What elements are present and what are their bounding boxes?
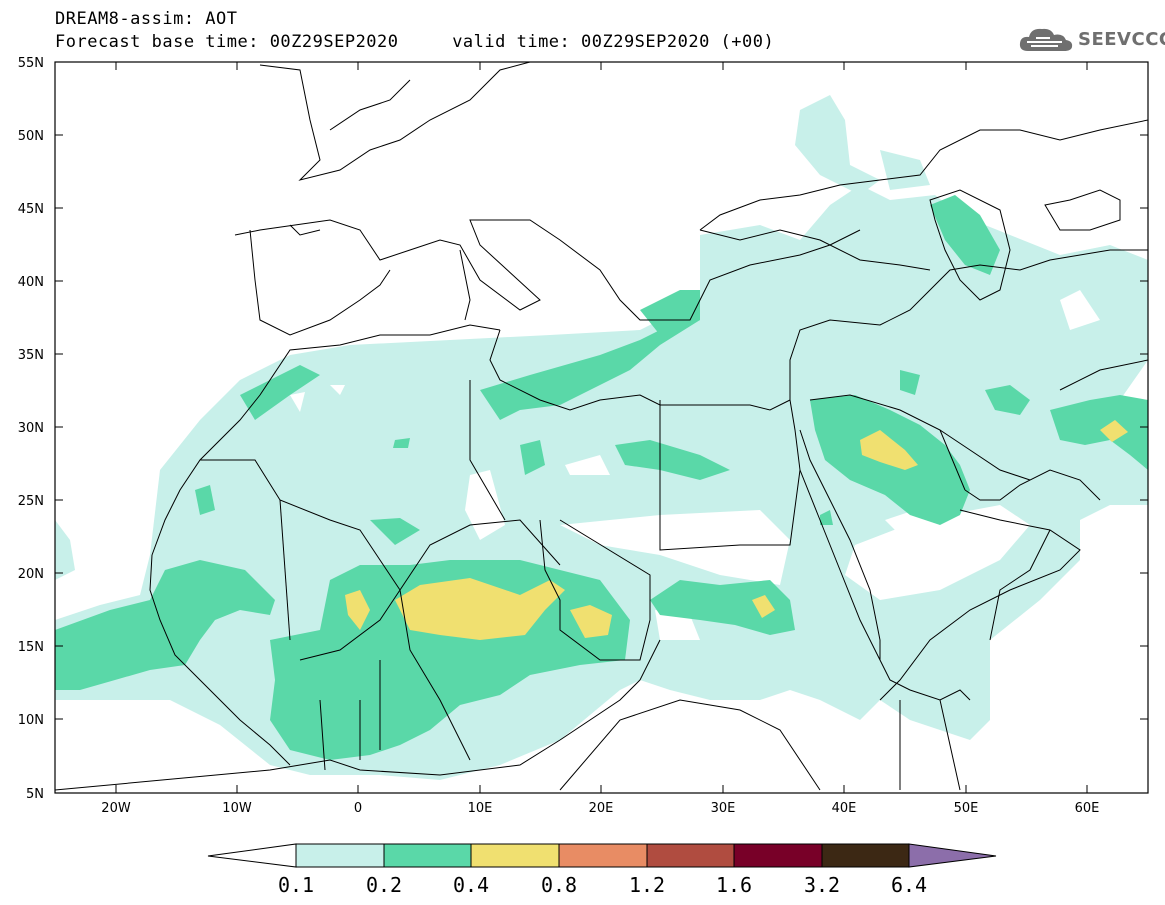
lon-label-0: 0: [354, 801, 362, 816]
colorbar-label: 0.8: [541, 873, 577, 897]
colorbar: [207, 843, 997, 868]
colorbar-label: 0.1: [278, 873, 314, 897]
lon-label-10e: 10E: [468, 801, 493, 816]
coastlines: [55, 62, 1148, 791]
aot-field: [55, 70, 1148, 780]
lon-label-10w: 10W: [222, 801, 252, 816]
colorbar-swatch-6: [733, 843, 823, 868]
lat-label-55n: 55N: [18, 56, 44, 71]
lon-label-60e: 60E: [1075, 801, 1100, 816]
lat-label-20n: 20N: [18, 567, 44, 582]
lat-label-45n: 45N: [18, 202, 44, 217]
cloud-icon: [1019, 28, 1073, 51]
colorbar-label: 6.4: [891, 873, 927, 897]
seevccc-logo: SEEVCCC: [1018, 25, 1165, 53]
lat-label-5n: 5N: [26, 787, 44, 802]
colorbar-swatch-2: [383, 843, 472, 868]
colorbar-swatch-1: [295, 843, 385, 868]
colorbar-label: 0.2: [366, 873, 402, 897]
colorbar-under-arrow: [207, 843, 297, 868]
latitude-axis: 55N 50N 45N 40N 35N 30N 25N 20N 15N 10N …: [18, 56, 1148, 802]
aot-level-0.4: [345, 420, 1128, 640]
lat-label-50n: 50N: [18, 129, 44, 144]
colorbar-swatch-7: [821, 843, 910, 868]
lat-label-35n: 35N: [18, 348, 44, 363]
lon-label-40e: 40E: [832, 801, 857, 816]
colorbar-label: 1.6: [716, 873, 752, 897]
colorbar-over-arrow: [908, 843, 997, 868]
colorbar-swatch-3: [470, 843, 560, 868]
lon-label-30e: 30E: [711, 801, 736, 816]
forecast-time-line: Forecast base time: 00Z29SEP2020 valid t…: [55, 32, 775, 52]
lat-label-15n: 15N: [18, 640, 44, 655]
colorbar-swatch-4: [558, 843, 648, 868]
longitude-axis: 20W 10W 0 10E 20E 30E 40E 50E 60E: [101, 62, 1099, 816]
lon-label-50e: 50E: [954, 801, 979, 816]
aot-level-0.1: [55, 95, 1148, 780]
lat-label-30n: 30N: [18, 421, 44, 436]
lon-label-20e: 20E: [589, 801, 614, 816]
colorbar-label: 3.2: [804, 873, 840, 897]
lat-label-25n: 25N: [18, 494, 44, 509]
lat-label-10n: 10N: [18, 713, 44, 728]
colorbar-labels: 0.1 0.2 0.4 0.8 1.2 1.6 3.2 6.4: [278, 873, 927, 897]
aot-holes: [290, 70, 1148, 640]
colorbar-label: 1.2: [629, 873, 665, 897]
lat-label-40n: 40N: [18, 275, 44, 290]
map-title: DREAM8-assim: AOT: [55, 9, 238, 29]
colorbar-swatch-5: [646, 843, 735, 868]
lon-label-20w: 20W: [101, 801, 131, 816]
logo-text: SEEVCCC: [1078, 28, 1165, 50]
colorbar-label: 0.4: [453, 873, 489, 897]
